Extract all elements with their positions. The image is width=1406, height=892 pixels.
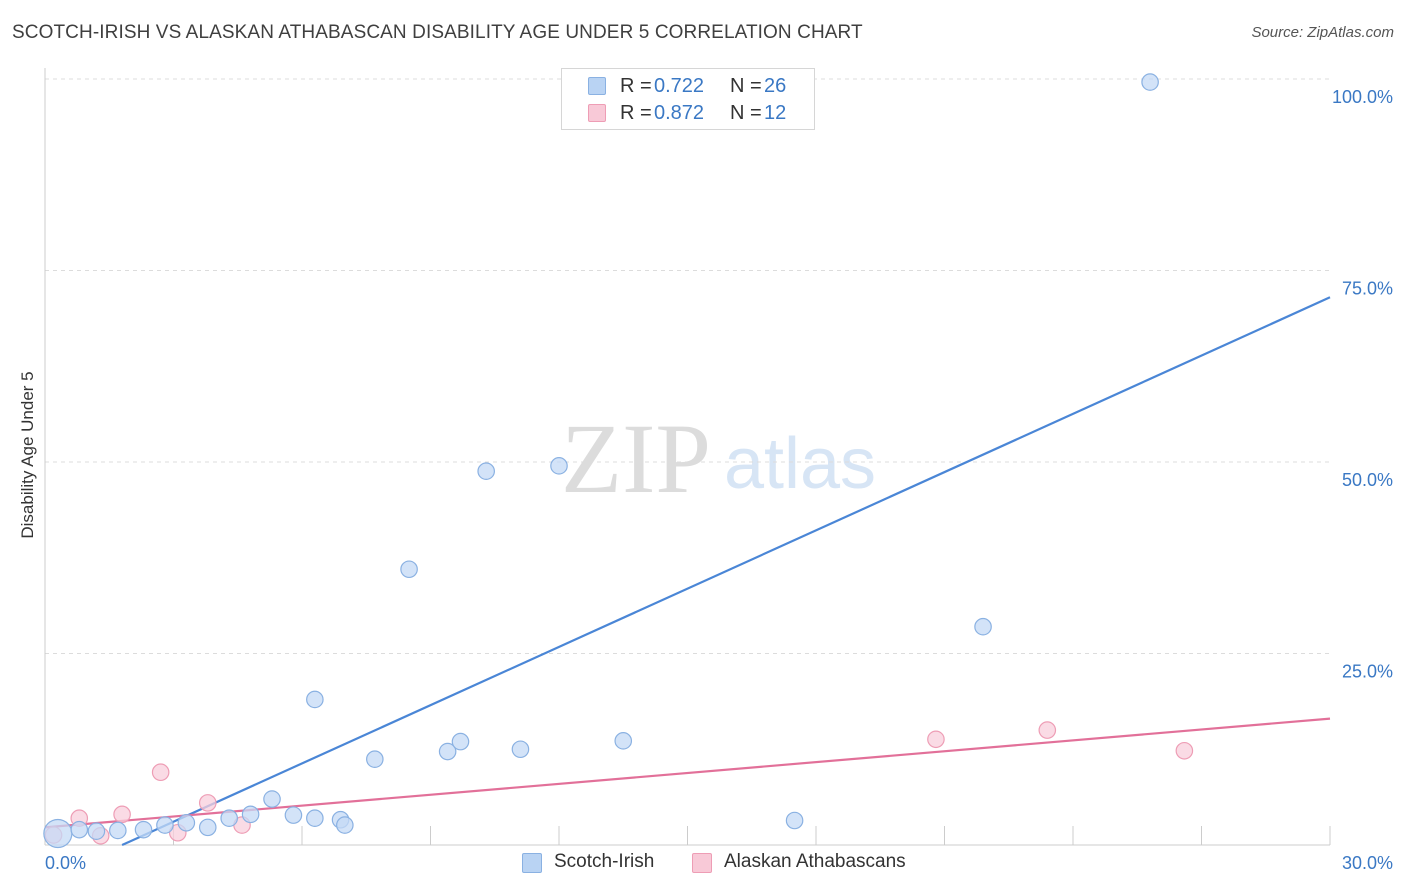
bottom-legend-swatch-alaskan-athabascans	[692, 853, 712, 873]
scotch-irish-point	[43, 818, 73, 849]
y-tick-label: 75.0%	[1342, 279, 1393, 299]
scotch-irish-point	[306, 809, 324, 827]
bottom-legend-swatch-scotch-irish	[522, 853, 542, 873]
chart-title: SCOTCH-IRISH VS ALASKAN ATHABASCAN DISAB…	[12, 22, 863, 43]
legend-n-label: N =	[730, 75, 762, 97]
scotch-irish-point	[336, 816, 354, 834]
scotch-irish-point	[177, 813, 196, 832]
bottom-legend-label: Alaskan Athabascans	[724, 851, 906, 872]
alaskan-athabascan-point	[927, 730, 945, 749]
legend-r-label: R =	[620, 102, 652, 124]
scotch-irish-point	[220, 809, 238, 827]
legend-swatch-scotch-irish	[588, 77, 606, 95]
scotch-irish-point	[974, 617, 992, 636]
alaskan-athabascan-point	[113, 805, 131, 824]
scotch-irish-point	[306, 690, 324, 709]
scotch-irish-point	[198, 818, 217, 837]
scotch-irish-point	[70, 820, 89, 839]
scotch-irish-point	[87, 822, 106, 841]
scotch-irish-point	[451, 732, 470, 751]
legend: R = 0.722 N = 26 R = 0.872 N = 12	[561, 68, 815, 130]
scotch-irish-point	[400, 560, 418, 579]
x-tick-label: 0.0%	[45, 853, 86, 873]
legend-n-value: 12	[764, 102, 787, 124]
y-axis-title: Disability Age Under 5	[18, 371, 37, 539]
scotch-irish-point	[785, 811, 804, 830]
scotch-irish-point	[134, 820, 153, 839]
scotch-irish-point	[109, 821, 127, 840]
alaskan-athabascan-point	[1175, 741, 1194, 760]
y-tick-label: 25.0%	[1342, 662, 1393, 682]
trendline-scotch-irish	[121, 296, 1331, 847]
scotch-irish-point	[284, 806, 303, 824]
y-tick-label: 50.0%	[1342, 470, 1393, 490]
scotch-irish-point	[550, 457, 568, 475]
scotch-irish-point	[263, 790, 281, 808]
scotch-irish-point	[438, 742, 457, 761]
scotch-irish-point	[366, 750, 384, 769]
scotch-irish-point	[477, 462, 495, 480]
scotch-irish-point	[241, 805, 260, 824]
scotch-irish-point	[614, 732, 633, 750]
watermark-zip: ZIP	[561, 403, 711, 514]
trendline-alaskan-athabascans	[44, 717, 1331, 829]
legend-swatch-alaskan-athabascans	[588, 104, 606, 122]
scotch-irish-point	[511, 740, 530, 759]
x-tick-label: 30.0%	[1342, 853, 1393, 873]
legend-r-value: 0.722	[654, 75, 705, 97]
scotch-irish-point	[1141, 73, 1159, 91]
alaskan-athabascan-point	[1038, 721, 1057, 739]
alaskan-athabascan-point	[151, 763, 170, 782]
legend-n-value: 26	[764, 75, 787, 97]
alaskan-athabascan-point	[198, 794, 217, 812]
source-label: Source: ZipAtlas.com	[1251, 24, 1394, 41]
legend-n-label: N =	[730, 102, 762, 124]
legend-r-value: 0.872	[654, 102, 705, 124]
y-tick-label: 100.0%	[1332, 87, 1393, 107]
legend-r-label: R =	[620, 75, 652, 97]
bottom-legend-label: Scotch-Irish	[554, 851, 655, 872]
watermark-atlas: atlas	[724, 424, 876, 504]
scotch-irish-point	[156, 816, 174, 834]
